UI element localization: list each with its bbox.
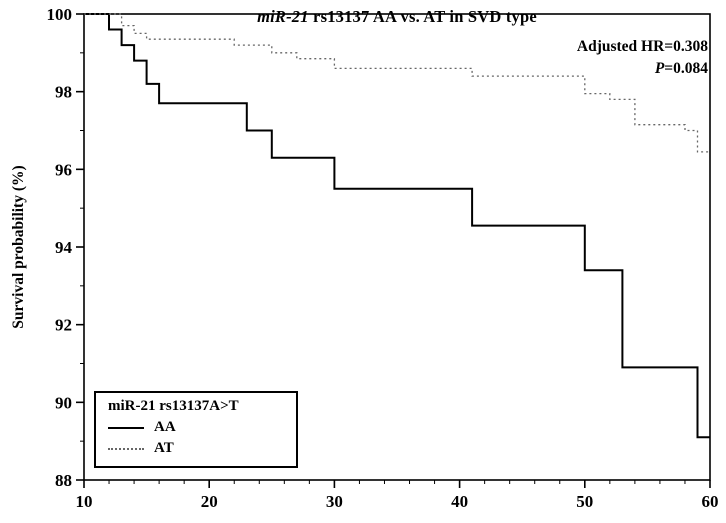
chart-title-rest: rs13137 AA vs. AT in SVD type	[308, 7, 537, 26]
annotation-hr: Adjusted HR=0.308	[576, 38, 708, 55]
chart-title: miR-21 rs13137 AA vs. AT in SVD type	[84, 7, 710, 27]
annotation-pvalue: P=0.084	[654, 60, 708, 78]
svg-text:30: 30	[326, 492, 343, 511]
svg-text:88: 88	[55, 471, 72, 490]
solid-line-sample	[108, 426, 144, 429]
y-axis-label: Survival probability (%)	[10, 165, 27, 329]
svg-text:40: 40	[451, 492, 468, 511]
svg-text:50: 50	[576, 492, 593, 511]
series-aa-line	[84, 13, 710, 439]
svg-text:10: 10	[76, 492, 93, 511]
legend-entry-aa: AA	[108, 417, 284, 438]
svg-text:90: 90	[55, 393, 72, 412]
svg-text:20: 20	[201, 492, 218, 511]
svg-text:98: 98	[55, 83, 72, 102]
legend-label-at: AT	[154, 440, 174, 456]
legend-label-aa: AA	[154, 419, 176, 435]
annotation-block: Adjusted HR=0.308 P=0.084	[577, 36, 708, 81]
legend-title: miR-21 rs13137A>T	[108, 398, 239, 414]
svg-text:60: 60	[702, 492, 719, 511]
svg-text:94: 94	[55, 238, 73, 257]
legend-box: miR-21 rs13137A>T AA AT	[94, 391, 298, 468]
svg-text:100: 100	[47, 5, 73, 24]
svg-text:96: 96	[55, 160, 72, 179]
chart-title-gene: miR-21	[257, 7, 309, 26]
svg-text:92: 92	[55, 316, 72, 335]
series-at-line	[84, 13, 710, 153]
legend-entry-at: AT	[108, 438, 284, 459]
dotted-line-sample	[108, 447, 144, 450]
